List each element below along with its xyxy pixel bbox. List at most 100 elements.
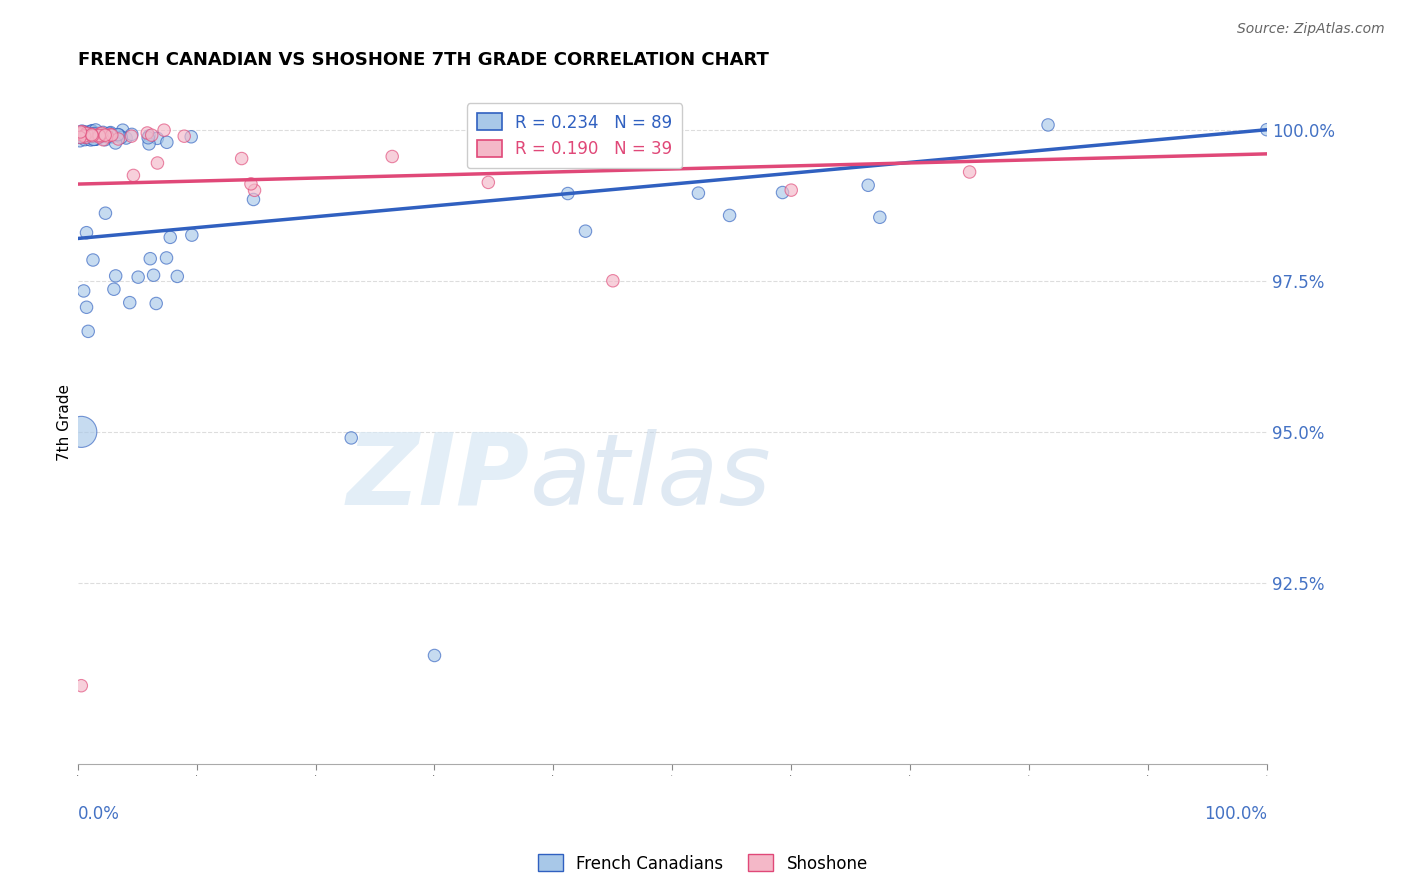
Point (90, 127, 112, 141)
Point (83, 128, 105, 143)
Point (83, 127, 105, 141)
Point (98, 128, 121, 142)
Point (100, 130, 122, 145)
Point (136, 126, 159, 140)
Point (75, 130, 97, 145)
Point (103, 282, 125, 296)
Legend: R = 0.234   N = 89, R = 0.190   N = 39: R = 0.234 N = 89, R = 0.190 N = 39 (467, 103, 682, 168)
Point (180, 228, 202, 243)
Point (89, 130, 111, 145)
Point (1036, 118, 1059, 132)
Point (107, 128, 129, 142)
Point (84, 132, 107, 146)
Point (73, 129, 96, 144)
Legend: French Canadians, Shoshone: French Canadians, Shoshone (531, 847, 875, 880)
Y-axis label: 7th Grade: 7th Grade (58, 384, 72, 461)
Point (80, 127, 103, 141)
Point (772, 186, 794, 200)
Point (115, 131, 138, 145)
Point (91, 133, 114, 147)
Text: Source: ZipAtlas.com: Source: ZipAtlas.com (1237, 22, 1385, 37)
Point (101, 128, 124, 142)
Point (83, 128, 105, 143)
Point (242, 193, 264, 207)
Point (121, 129, 143, 144)
Point (73, 284, 96, 298)
Point (94, 128, 117, 143)
Point (166, 269, 188, 284)
Point (72, 125, 94, 139)
Point (156, 136, 179, 150)
Point (72, 125, 94, 139)
Point (79, 133, 101, 147)
Point (718, 209, 741, 223)
Text: ZIP: ZIP (347, 429, 530, 526)
Point (69, 125, 91, 139)
Point (104, 128, 127, 143)
Point (90, 126, 112, 140)
Point (84, 123, 107, 137)
Text: 100.0%: 100.0% (1204, 805, 1267, 823)
Point (76, 130, 98, 145)
Point (67, 130, 90, 145)
Point (70, 127, 93, 141)
Point (69, 128, 91, 142)
Point (583, 137, 606, 152)
Point (80, 124, 103, 138)
Point (70, 425, 93, 439)
Point (108, 128, 131, 142)
Point (107, 132, 129, 146)
Point (94, 133, 117, 147)
Point (100, 126, 122, 140)
Point (82, 252, 104, 267)
Point (145, 296, 167, 310)
Point (94, 206, 117, 220)
Point (477, 175, 499, 189)
Text: FRENCH CANADIAN VS SHOSHONE 7TH GRADE CORRELATION CHART: FRENCH CANADIAN VS SHOSHONE 7TH GRADE CO… (77, 51, 769, 69)
Point (104, 136, 127, 150)
Point (93, 128, 115, 142)
Point (67, 127, 90, 141)
Point (77, 128, 100, 142)
Point (122, 169, 145, 183)
Point (180, 129, 202, 144)
Point (77, 324, 100, 338)
Point (80, 124, 103, 138)
Point (153, 123, 176, 137)
Point (557, 186, 579, 201)
Point (110, 130, 132, 145)
Point (76, 125, 98, 139)
Point (70, 124, 93, 138)
Point (76, 226, 98, 240)
Point (104, 268, 127, 283)
Point (243, 183, 266, 197)
Point (80, 127, 103, 141)
Point (87, 129, 110, 144)
Point (97, 129, 120, 144)
Point (75, 127, 97, 141)
Point (780, 183, 803, 197)
Point (73, 133, 96, 147)
Point (82, 128, 104, 143)
Point (76, 300, 98, 314)
Point (138, 136, 160, 151)
Point (89, 129, 111, 144)
Point (139, 252, 162, 266)
Text: 0.0%: 0.0% (77, 805, 120, 823)
Point (121, 128, 143, 142)
Point (69, 134, 91, 148)
Point (98, 126, 121, 140)
Point (73, 128, 96, 143)
Point (239, 177, 262, 191)
Point (80, 128, 103, 142)
Point (381, 149, 404, 163)
Point (89, 128, 111, 142)
Point (856, 178, 879, 193)
Point (83, 132, 105, 146)
Point (86, 127, 108, 141)
Point (86, 129, 108, 144)
Point (146, 156, 169, 170)
Point (688, 186, 710, 200)
Point (89, 127, 111, 141)
Point (155, 251, 177, 265)
